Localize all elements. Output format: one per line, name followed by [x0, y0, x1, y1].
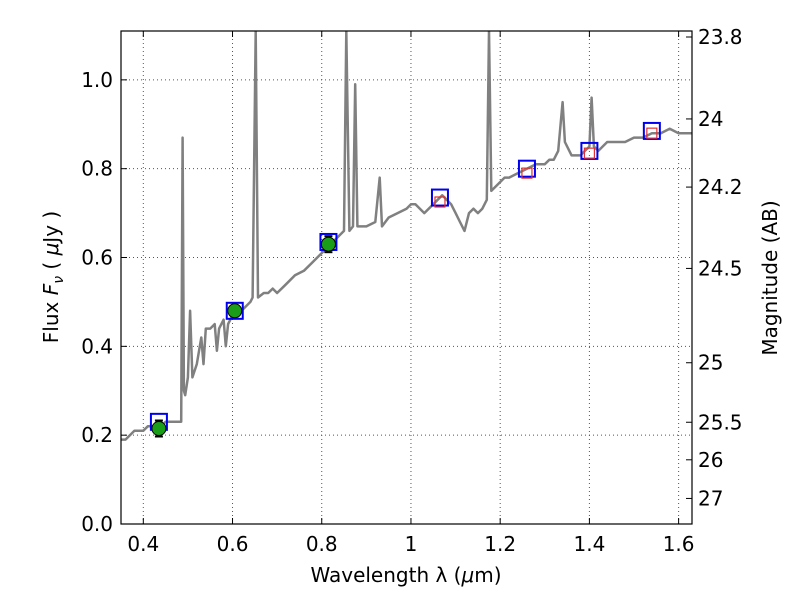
axis-ticks: 0.4 0.6 0.8 1 1.2 1.4 1.6 0.0 0.2 0.4 0.6 0.8 1.0 23.… [81, 25, 742, 556]
y-right-tick-label: 25.5 [698, 410, 743, 434]
predicted-flux-marker [521, 167, 533, 179]
x-tick-label: 1.6 [663, 532, 695, 556]
grid-lines [121, 31, 692, 524]
model-photometry-marker [225, 301, 244, 320]
y-right-tick-label: 26 [698, 448, 723, 472]
observed-point [227, 303, 243, 319]
spectrum-line [121, 31, 692, 441]
observed-point [320, 236, 336, 252]
model-photometry-marker [517, 159, 536, 178]
predicted-flux-marker [583, 147, 595, 159]
y-right-tick-label: 27 [698, 486, 723, 510]
y-axis-label: Flux Fν ( μJy ) [39, 211, 67, 343]
y-axis-right-label: Magnitude (AB) [758, 200, 782, 355]
y-right-tick-label: 24.5 [698, 256, 743, 280]
x-tick-label: 0.8 [306, 532, 338, 556]
plot-frame [120, 30, 693, 525]
y-right-tick-label: 23.8 [698, 25, 743, 49]
y-right-tick-label: 24.2 [698, 175, 743, 199]
y-right-tick-label: 25 [698, 351, 723, 375]
y-tick-label: 0.2 [81, 423, 113, 447]
y-tick-label: 0.4 [81, 334, 113, 358]
y-tick-label: 0.8 [81, 157, 113, 181]
y-tick-label: 0.6 [81, 246, 113, 270]
y-right-tick-label: 24 [698, 107, 723, 131]
predicted-flux-marker [434, 196, 446, 208]
model-photometry-marker [580, 141, 599, 160]
x-tick-label: 1.2 [484, 532, 516, 556]
x-axis-label: Wavelength λ (μm) [310, 563, 501, 587]
model-photometry-marker [430, 188, 449, 207]
x-tick-label: 1 [405, 532, 418, 556]
x-tick-label: 0.4 [127, 532, 159, 556]
spectrum-series [121, 31, 692, 441]
photometry-series [149, 121, 661, 438]
predicted-flux-marker [646, 127, 658, 139]
x-tick-label: 0.6 [217, 532, 249, 556]
x-tick-label: 1.4 [573, 532, 605, 556]
model-photometry-marker [642, 121, 661, 140]
y-tick-label: 0.0 [81, 512, 113, 536]
y-tick-label: 1.0 [81, 68, 113, 92]
observed-point [151, 421, 167, 437]
